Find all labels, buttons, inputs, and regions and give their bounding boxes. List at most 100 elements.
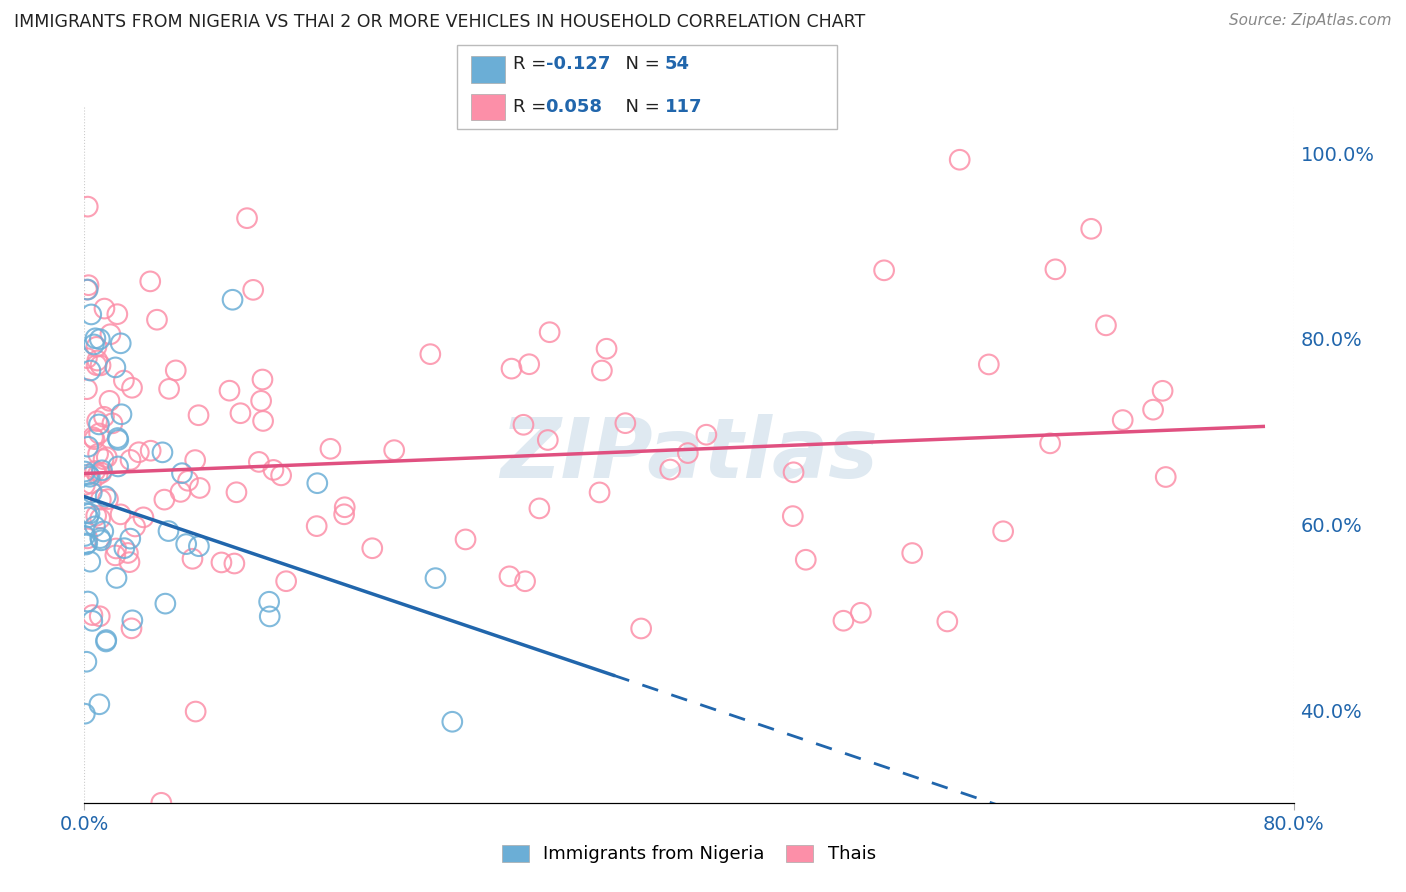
Point xyxy=(695,427,717,442)
Point xyxy=(77,278,100,293)
Point xyxy=(209,556,232,570)
Point xyxy=(139,274,162,288)
Point xyxy=(252,414,274,428)
Point xyxy=(93,409,115,424)
Text: R =: R = xyxy=(513,55,553,73)
Point xyxy=(105,541,128,556)
Point xyxy=(188,481,211,495)
Point xyxy=(170,466,193,480)
Point xyxy=(100,327,122,342)
Point xyxy=(94,634,117,648)
Point xyxy=(84,464,107,478)
Point xyxy=(82,614,104,628)
Point xyxy=(110,407,132,421)
Point xyxy=(107,433,129,447)
Point xyxy=(184,705,207,719)
Point xyxy=(128,445,150,459)
Point xyxy=(80,307,103,321)
Point xyxy=(595,342,617,356)
Point xyxy=(79,363,101,377)
Point xyxy=(83,337,105,351)
Point xyxy=(1154,470,1177,484)
Point xyxy=(86,353,108,368)
Point xyxy=(155,597,177,611)
Point xyxy=(782,509,804,524)
Point xyxy=(1039,436,1062,450)
Point xyxy=(659,462,682,476)
Point xyxy=(174,537,197,551)
Text: N =: N = xyxy=(614,55,666,73)
Point xyxy=(76,283,98,297)
Point xyxy=(110,336,132,351)
Point xyxy=(76,351,98,365)
Point xyxy=(139,443,162,458)
Point xyxy=(105,571,128,585)
Point xyxy=(177,474,200,488)
Point xyxy=(977,358,1000,372)
Point xyxy=(187,408,209,422)
Point xyxy=(79,555,101,569)
Point xyxy=(184,453,207,467)
Point xyxy=(257,595,280,609)
Point xyxy=(82,430,104,444)
Point xyxy=(104,360,127,375)
Text: 117: 117 xyxy=(665,98,703,116)
Point xyxy=(513,574,536,589)
Point xyxy=(614,416,637,430)
Point xyxy=(86,467,108,482)
Text: R =: R = xyxy=(513,98,553,116)
Point xyxy=(936,615,959,629)
Point xyxy=(512,417,534,432)
Point xyxy=(94,490,117,504)
Point xyxy=(538,325,561,339)
Point xyxy=(259,609,281,624)
Point xyxy=(157,524,180,538)
Point xyxy=(73,529,96,543)
Point xyxy=(80,485,103,500)
Point xyxy=(250,393,273,408)
Point xyxy=(80,476,103,491)
Point xyxy=(89,511,111,525)
Point xyxy=(425,571,447,585)
Point xyxy=(93,452,115,467)
Point xyxy=(229,406,252,420)
Point xyxy=(218,384,240,398)
Point xyxy=(96,633,118,648)
Point xyxy=(454,533,477,547)
Point xyxy=(84,508,107,523)
Point xyxy=(86,340,108,354)
Point xyxy=(73,706,96,721)
Point xyxy=(97,492,120,507)
Point xyxy=(146,312,169,326)
Point xyxy=(305,519,328,533)
Point xyxy=(991,524,1014,539)
Point xyxy=(75,537,97,551)
Point xyxy=(117,546,139,560)
Point xyxy=(630,622,652,636)
Point xyxy=(169,484,191,499)
Text: ZIPatlas: ZIPatlas xyxy=(501,415,877,495)
Point xyxy=(77,467,100,482)
Point xyxy=(588,485,610,500)
Point xyxy=(333,500,356,515)
Point xyxy=(529,501,551,516)
Point xyxy=(262,463,284,477)
Point xyxy=(120,453,142,467)
Point xyxy=(105,307,128,321)
Point xyxy=(91,524,114,539)
Point xyxy=(90,466,112,480)
Point xyxy=(76,536,98,550)
Point xyxy=(873,263,896,277)
Text: N =: N = xyxy=(614,98,666,116)
Point xyxy=(307,476,329,491)
Point xyxy=(181,551,204,566)
Point xyxy=(98,393,121,408)
Point xyxy=(77,440,100,454)
Point xyxy=(89,332,111,346)
Point xyxy=(73,465,96,479)
Point xyxy=(794,553,817,567)
Point xyxy=(76,506,98,520)
Point xyxy=(247,455,270,469)
Point xyxy=(121,613,143,627)
Point xyxy=(537,433,560,447)
